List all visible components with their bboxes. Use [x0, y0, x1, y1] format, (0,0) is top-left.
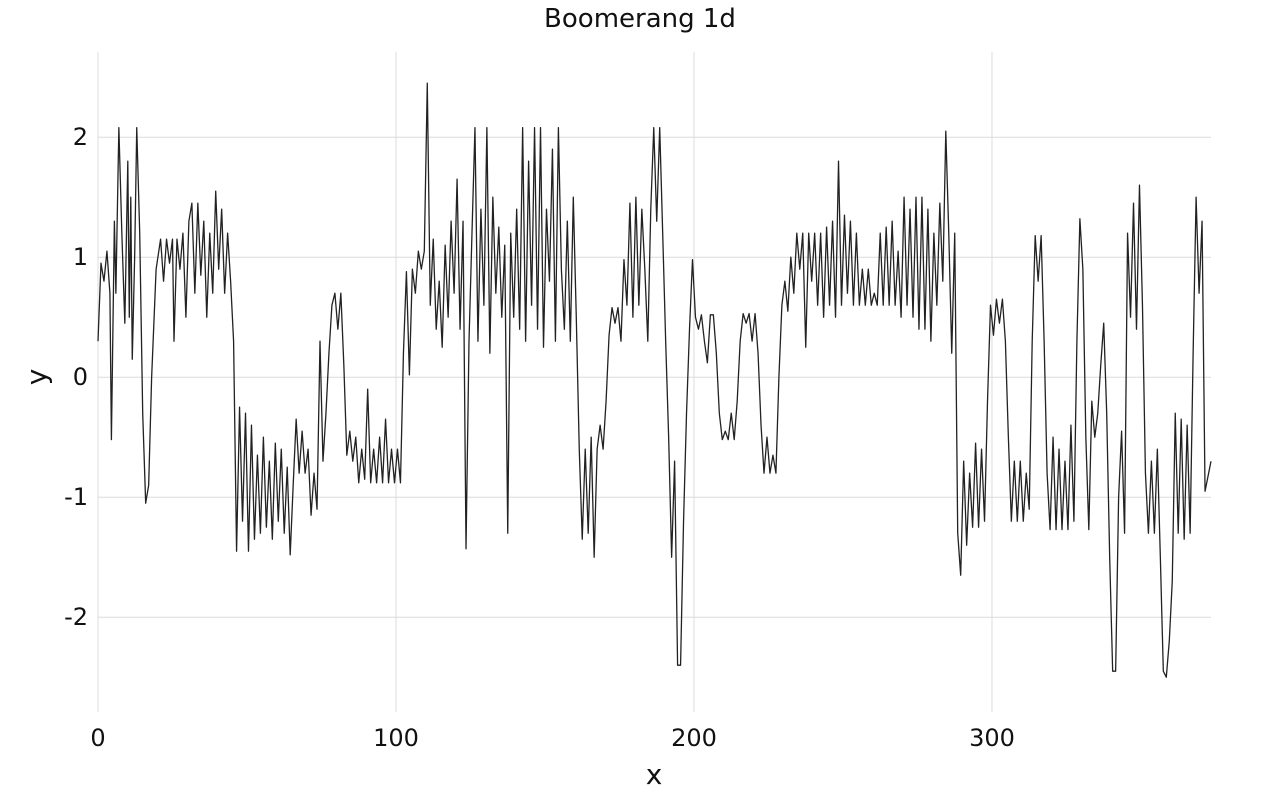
y-axis-label: y: [20, 369, 53, 386]
x-tick-label: 0: [90, 724, 105, 752]
y-tick-label: -2: [64, 603, 88, 631]
y-tick-label: -1: [64, 483, 88, 511]
x-tick-label: 200: [671, 724, 717, 752]
x-tick-label: 100: [373, 724, 419, 752]
x-tick-label: 300: [969, 724, 1015, 752]
y-tick-label: 2: [73, 123, 88, 151]
y-tick-label: 0: [73, 363, 88, 391]
y-tick-label: 1: [73, 243, 88, 271]
chart-title: Boomerang 1d: [544, 4, 736, 34]
data-line: [97, 82, 1212, 678]
x-axis-label: x: [646, 758, 663, 791]
